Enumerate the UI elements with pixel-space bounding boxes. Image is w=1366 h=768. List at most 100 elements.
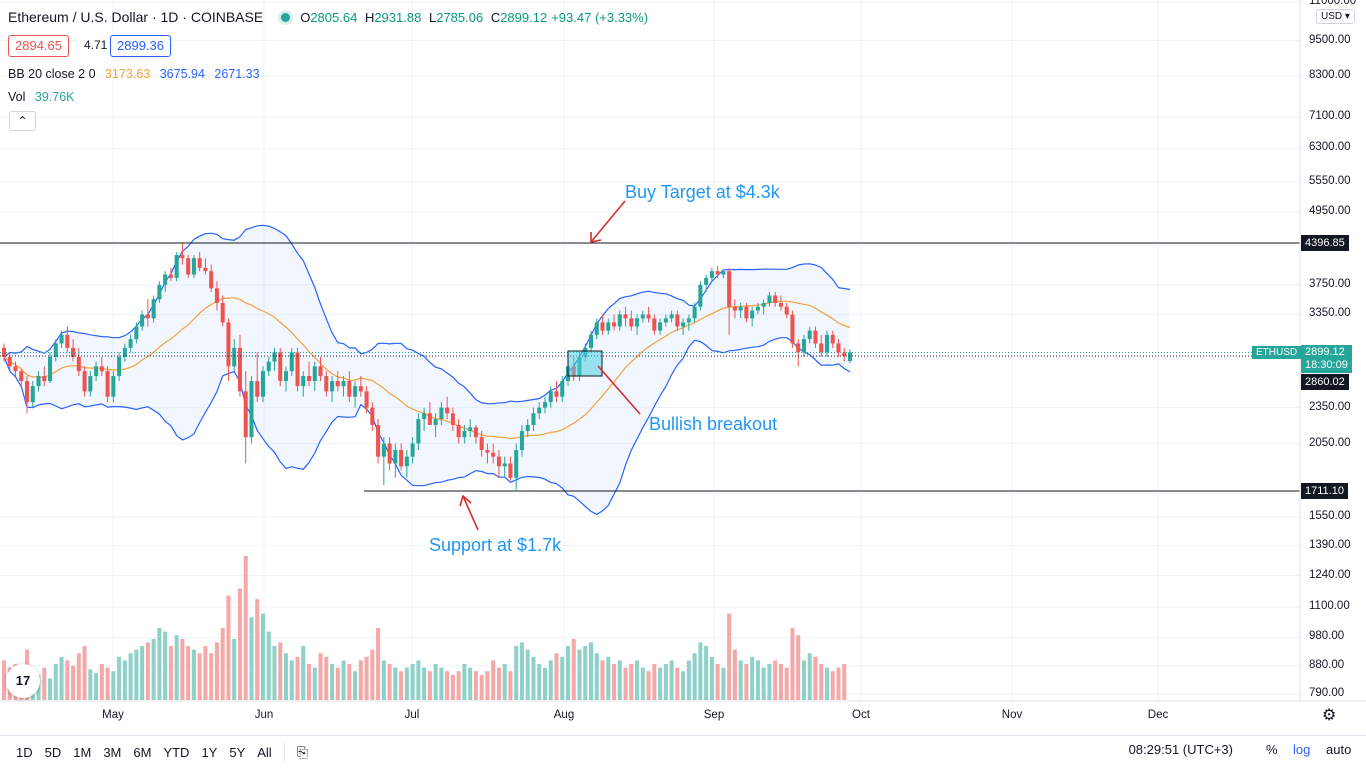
range-all[interactable]: All: [257, 744, 272, 760]
symbol-title[interactable]: Ethereum / U.S. Dollar · 1D · COINBASE: [8, 9, 264, 25]
volume-bar: [790, 628, 795, 700]
change-value: +93.47 (+3.33%): [551, 9, 649, 25]
candle: [473, 424, 478, 444]
legend-header: Ethereum / U.S. Dollar · 1D · COINBASE O…: [8, 9, 648, 25]
candle: [813, 326, 818, 348]
candle-body: [485, 450, 490, 453]
bb-label: BB 20 close 2 0: [8, 67, 96, 81]
candle: [65, 326, 70, 353]
candle-body: [243, 391, 248, 438]
range-3m[interactable]: 3M: [103, 744, 122, 760]
volume-bar: [53, 664, 58, 700]
candle-body: [82, 371, 87, 392]
annotation-bullish-breakout[interactable]: Bullish breakout: [649, 414, 778, 434]
candle: [105, 366, 110, 403]
tradingview-logo-icon[interactable]: 17: [6, 664, 40, 698]
candle: [548, 386, 553, 408]
chart-drawings: [459, 200, 641, 531]
candle: [353, 381, 358, 408]
volume-bar: [180, 638, 185, 700]
range-6m[interactable]: 6M: [133, 744, 152, 760]
breakout-box: [567, 350, 603, 377]
range-ytd[interactable]: YTD: [163, 744, 190, 760]
volume-bar: [560, 656, 565, 700]
candle-body: [220, 302, 225, 323]
annotation-buy-target[interactable]: Buy Target at $4.3k: [625, 182, 780, 202]
bb-legend[interactable]: BB 20 close 2 0 3173.63 3675.94 2671.33: [8, 67, 260, 81]
volume-bar: [226, 595, 231, 700]
volume-bar: [260, 613, 265, 700]
volume-bar: [663, 664, 668, 700]
volume-bar: [450, 674, 455, 700]
auto-toggle[interactable]: auto: [1326, 742, 1352, 757]
volume-bar: [387, 664, 392, 700]
candle-body: [847, 352, 853, 362]
volume-legend[interactable]: Vol 39.76K: [8, 90, 75, 104]
collapse-legend-button[interactable]: ⌃: [9, 111, 36, 131]
gear-icon[interactable]: ⚙: [1322, 707, 1337, 724]
candle-body: [387, 443, 392, 464]
support-arrowhead: [459, 494, 472, 507]
candle: [600, 314, 605, 335]
candle: [681, 318, 686, 335]
vol-value: 39.76K: [34, 90, 75, 104]
volume-bar: [42, 667, 47, 700]
candle-body: [732, 306, 737, 311]
currency-selector[interactable]: USD ▾: [1316, 9, 1355, 24]
candle-body: [554, 391, 559, 397]
volume-bar: [773, 660, 778, 700]
annotation-support[interactable]: Support at $1.7k: [429, 535, 562, 555]
range-1d[interactable]: 1D: [16, 744, 33, 760]
candle-body: [249, 381, 254, 438]
candle: [191, 255, 196, 278]
clock-timezone[interactable]: 08:29:51 (UTC+3): [1128, 742, 1233, 757]
volume-bar: [203, 646, 208, 700]
percent-toggle[interactable]: %: [1266, 742, 1278, 757]
volume-bar: [842, 664, 847, 700]
candle-body: [48, 356, 53, 382]
log-toggle[interactable]: log: [1293, 742, 1311, 757]
candle: [514, 443, 519, 490]
volume-bar: [686, 660, 691, 700]
candle-body: [479, 437, 484, 451]
candle-body: [289, 352, 294, 372]
buy-target-arrow-line: [590, 200, 626, 243]
volume-bar: [358, 660, 363, 700]
range-1y[interactable]: 1Y: [201, 744, 218, 760]
price-tick-label: 2050.00: [1309, 436, 1351, 449]
candle: [278, 347, 283, 387]
calendar-range-icon[interactable]: ⎘: [296, 743, 308, 760]
candle-body: [819, 343, 824, 353]
candle: [612, 314, 617, 331]
close-value: 2899.12: [500, 9, 548, 25]
candle-body: [157, 284, 162, 300]
candle: [784, 302, 789, 319]
candle: [370, 402, 375, 431]
candle-body: [612, 322, 617, 327]
month-aug: Aug: [553, 709, 575, 721]
volume-bar: [48, 678, 53, 700]
volume-bar: [370, 649, 375, 700]
sell-button[interactable]: 2894.65: [8, 35, 69, 57]
candle-body: [744, 306, 749, 319]
volume-bar: [364, 656, 369, 700]
candle: [491, 443, 496, 464]
buy-button[interactable]: 2899.36: [110, 35, 171, 57]
candle: [819, 334, 824, 357]
candle-body: [209, 271, 214, 289]
volume-bar: [525, 649, 530, 700]
buy-target-arrowhead: [590, 232, 602, 243]
candle: [617, 310, 622, 331]
volume-bar: [738, 660, 743, 700]
candle: [456, 419, 461, 444]
volume-bar: [784, 667, 789, 700]
range-5d[interactable]: 5D: [44, 744, 62, 760]
range-1m[interactable]: 1M: [73, 744, 92, 760]
candle-body: [790, 314, 795, 344]
range-5y[interactable]: 5Y: [229, 744, 246, 760]
candle-body: [105, 371, 110, 397]
candle-body: [715, 271, 720, 275]
price-tick-label: 4950.00: [1309, 204, 1351, 217]
candle-body: [669, 314, 674, 319]
